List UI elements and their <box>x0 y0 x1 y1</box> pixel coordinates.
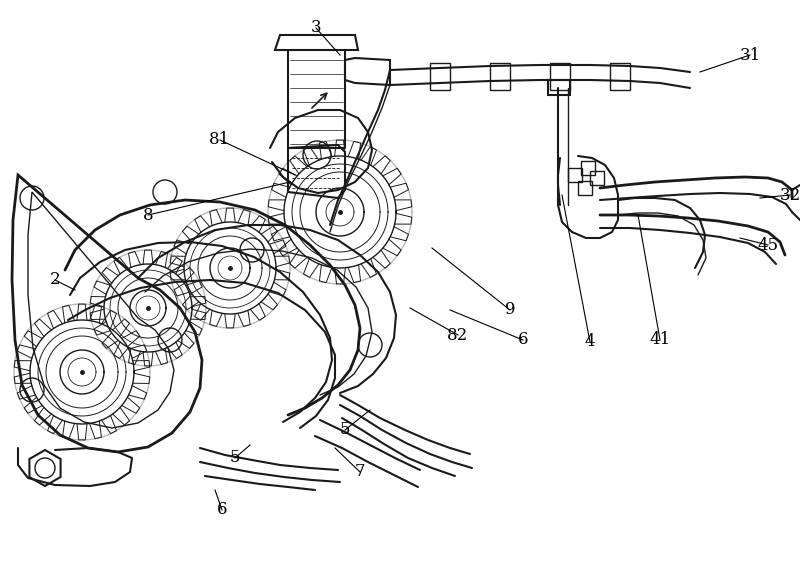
Text: 31: 31 <box>739 46 761 63</box>
Text: 6: 6 <box>217 501 227 518</box>
Text: 8: 8 <box>142 207 154 224</box>
Text: 4: 4 <box>585 333 595 350</box>
Text: 7: 7 <box>354 464 366 481</box>
Text: 41: 41 <box>650 332 670 349</box>
Text: 32: 32 <box>779 187 800 204</box>
Text: 82: 82 <box>447 326 469 343</box>
Text: 45: 45 <box>758 237 778 254</box>
Text: 3: 3 <box>310 19 322 36</box>
Text: 5: 5 <box>230 450 240 467</box>
Text: 6: 6 <box>518 332 528 349</box>
Text: 2: 2 <box>50 272 60 288</box>
Text: 81: 81 <box>210 131 230 149</box>
Text: 5: 5 <box>340 421 350 438</box>
Text: 9: 9 <box>505 302 515 319</box>
